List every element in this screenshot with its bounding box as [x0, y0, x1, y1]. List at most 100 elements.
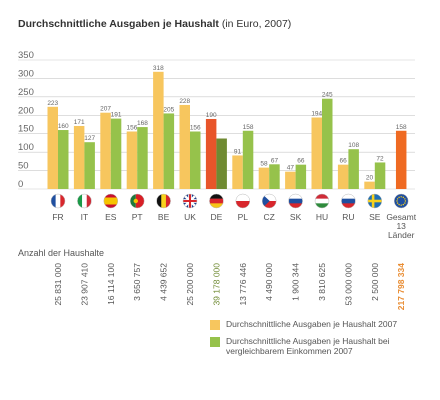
data-label-avg: 47	[287, 165, 295, 172]
bar-avg-ru	[337, 164, 349, 189]
bar-avg-pt	[126, 131, 138, 189]
category-label: RU	[342, 212, 354, 222]
category-label: 13	[396, 221, 406, 231]
household-count: 53 000 000	[343, 263, 353, 306]
y-tick-label: 350	[18, 50, 34, 61]
bar-avg-be	[153, 71, 164, 189]
data-label-avg: 20	[366, 175, 374, 182]
bar-comparable-uk	[190, 131, 201, 189]
ru-flag-icon	[341, 194, 356, 208]
be-flag-icon	[156, 194, 171, 208]
subtitle-text: (in Euro, 2007)	[221, 18, 292, 30]
pl-flag-icon	[235, 194, 250, 208]
category-label: PL	[238, 212, 249, 222]
data-label-avg: 156	[127, 125, 138, 132]
household-count: 3 650 757	[132, 263, 142, 301]
household-count: 4 490 000	[264, 263, 274, 301]
household-count: 3 810 625	[317, 263, 327, 301]
eu-flag-icon	[394, 194, 409, 208]
bar-avg-se	[364, 181, 375, 189]
household-count: 16 114 100	[106, 263, 116, 305]
bar-avg-es	[100, 112, 111, 189]
data-label-comparable: 156	[190, 125, 201, 132]
bar-comparable-se	[374, 162, 386, 189]
category-label: Länder	[388, 230, 415, 240]
category-label: CZ	[264, 212, 275, 222]
category-label: ES	[105, 212, 117, 222]
data-label-avg: 171	[74, 119, 85, 126]
y-tick-label: 250	[18, 87, 34, 98]
bar-comparable-pt	[137, 127, 148, 189]
bar-avg-fr	[47, 106, 58, 189]
es-flag-icon	[103, 194, 118, 208]
category-label: FR	[52, 212, 63, 222]
bar-avg-it	[73, 125, 85, 189]
legend: Durchschnittliche Ausgaben je Haushalt 2…	[210, 319, 435, 363]
category-label: PT	[132, 212, 143, 222]
data-label-avg: 91	[234, 148, 242, 155]
household-count: 25 200 000	[185, 263, 195, 306]
household-count: 1 900 344	[291, 263, 301, 301]
y-tick-label: 200	[18, 105, 34, 116]
household-count: 39 178 000	[211, 263, 221, 306]
category-label: UK	[184, 212, 196, 222]
category-label: IT	[81, 212, 89, 222]
legend-swatch-comparable	[210, 336, 220, 347]
legend-label-avg: Durchschnittliche Ausgaben je Haushalt 2…	[226, 319, 398, 329]
category-label: SK	[290, 212, 302, 222]
bar-comparable-ru	[348, 149, 359, 189]
bar-avg-cz	[258, 167, 270, 189]
data-label-comparable: 168	[137, 120, 148, 127]
pt-flag-icon	[130, 194, 145, 208]
bar-avg-hu	[311, 117, 322, 189]
bar-avg-uk	[179, 104, 190, 189]
category-label: SE	[369, 212, 381, 222]
data-label-avg: 190	[206, 112, 217, 119]
households-label: Anzahl der Haushalte	[18, 248, 104, 258]
hu-flag-icon	[315, 194, 329, 208]
bar-comparable-sk	[295, 164, 307, 189]
bar-avg-gesamt	[395, 130, 407, 189]
household-count: 217 798 334	[396, 263, 406, 311]
household-count: 2 500 000	[370, 263, 380, 301]
flags	[50, 193, 409, 209]
data-label-comparable: 160	[58, 123, 69, 130]
household-count: 13 776 446	[238, 263, 248, 306]
data-label-avg: 194	[311, 110, 322, 117]
de-flag-icon	[209, 194, 224, 208]
se-flag-icon	[367, 194, 382, 208]
data-label-comparable: 67	[271, 157, 279, 164]
bar-comparable-hu	[322, 98, 333, 189]
data-label-comparable: 108	[348, 142, 359, 149]
category-label: DE	[210, 212, 222, 222]
household-counts: 25 831 000 23 907 410 16 114 100 3 650 757 4…	[53, 263, 406, 311]
bar-comparable-it	[84, 142, 95, 189]
data-label-comparable: 191	[111, 112, 122, 119]
data-label-avg: 318	[153, 65, 164, 72]
bar-avg-pl	[232, 155, 243, 189]
data-label-comparable: 158	[243, 124, 254, 131]
y-tick-label: 0	[18, 179, 23, 190]
data-label-comparable: 127	[84, 135, 95, 142]
y-tick-label: 150	[18, 124, 34, 135]
data-label-avg: 228	[179, 98, 190, 105]
fr-flag-icon	[51, 194, 65, 208]
data-label-avg: 158	[396, 124, 407, 131]
it-flag-icon	[77, 194, 92, 208]
y-tick-label: 300	[18, 68, 34, 79]
bar-avg-sk	[285, 171, 296, 189]
data-label-avg: 207	[100, 106, 111, 113]
category-label: Gesamt	[386, 212, 416, 222]
legend-item-comparable: Durchschnittliche Ausgaben je Haushalt b…	[210, 336, 435, 357]
y-tick-label: 100	[18, 142, 34, 153]
data-label-comparable: 205	[163, 106, 174, 113]
category-label: HU	[316, 212, 328, 222]
legend-label-comparable: Durchschnittliche Ausgaben je Haushalt b…	[226, 335, 390, 357]
bars: 2231601711272071911561683182052281561909…	[47, 65, 407, 189]
cz-flag-icon	[262, 194, 277, 208]
household-count: 23 907 410	[79, 263, 89, 306]
data-label-avg: 223	[47, 100, 58, 107]
y-tick-label: 50	[18, 161, 29, 172]
bar-comparable-cz	[269, 164, 280, 189]
